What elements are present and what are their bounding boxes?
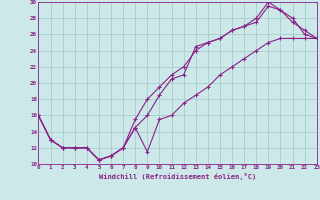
X-axis label: Windchill (Refroidissement éolien,°C): Windchill (Refroidissement éolien,°C): [99, 173, 256, 180]
